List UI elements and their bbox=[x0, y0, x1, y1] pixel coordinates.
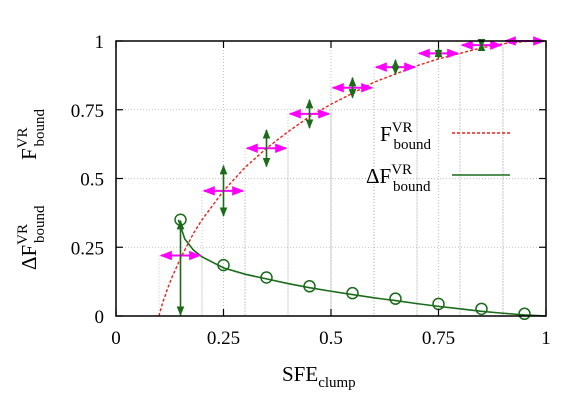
x-axis-title: SFEclump bbox=[282, 362, 356, 391]
data-point-5 bbox=[389, 292, 402, 305]
grid bbox=[116, 41, 546, 316]
y-tick-label-4: 1 bbox=[95, 32, 105, 53]
data-point-0 bbox=[174, 213, 187, 226]
x-tick-label-3: 0.75 bbox=[422, 328, 455, 349]
y-axis-title-top: FVRbound bbox=[15, 108, 48, 160]
legend-label-1: ΔFVR bound bbox=[366, 162, 431, 195]
data-point-6 bbox=[432, 297, 445, 311]
y-tick-label-0: 0 bbox=[95, 307, 105, 328]
legend: FVR bound ΔFVR bound bbox=[366, 120, 510, 195]
data-point-7 bbox=[475, 302, 488, 316]
x-tick-label-2: 0.5 bbox=[319, 328, 343, 349]
y-tick-label-2: 0.5 bbox=[80, 170, 104, 191]
y-axis-title-bottom-group: ΔFVRbound bbox=[15, 205, 48, 270]
markers bbox=[174, 213, 531, 321]
axis-labels: SFEclump FVRbound ΔFVRbound bbox=[15, 108, 356, 391]
y-axis-title-bottom: ΔFVRbound bbox=[15, 205, 48, 270]
x-tick-label-1: 0.25 bbox=[207, 328, 240, 349]
series-line-1 bbox=[177, 219, 547, 317]
axis-ticks: 0 0.25 0.5 0.75 1 0 0.25 0.5 0.75 1 bbox=[71, 32, 551, 349]
y-axis-title-top-group: FVRbound bbox=[15, 108, 48, 160]
y-tick-label-3: 0.75 bbox=[71, 101, 104, 122]
series-line-0 bbox=[158, 40, 547, 317]
data-point-8 bbox=[518, 307, 531, 321]
data-point-2 bbox=[260, 271, 273, 284]
x-tick-label-4: 1 bbox=[541, 328, 551, 349]
legend-label-0: FVR bound bbox=[380, 120, 432, 153]
bin-guides bbox=[158, 41, 547, 316]
data-point-4 bbox=[346, 286, 359, 300]
error-bars bbox=[159, 36, 546, 316]
y-tick-label-1: 0.25 bbox=[71, 238, 104, 259]
x-tick-label-0: 0 bbox=[111, 328, 121, 349]
curves bbox=[158, 40, 547, 317]
data-point-3 bbox=[303, 280, 316, 293]
data-point-1 bbox=[217, 258, 230, 272]
